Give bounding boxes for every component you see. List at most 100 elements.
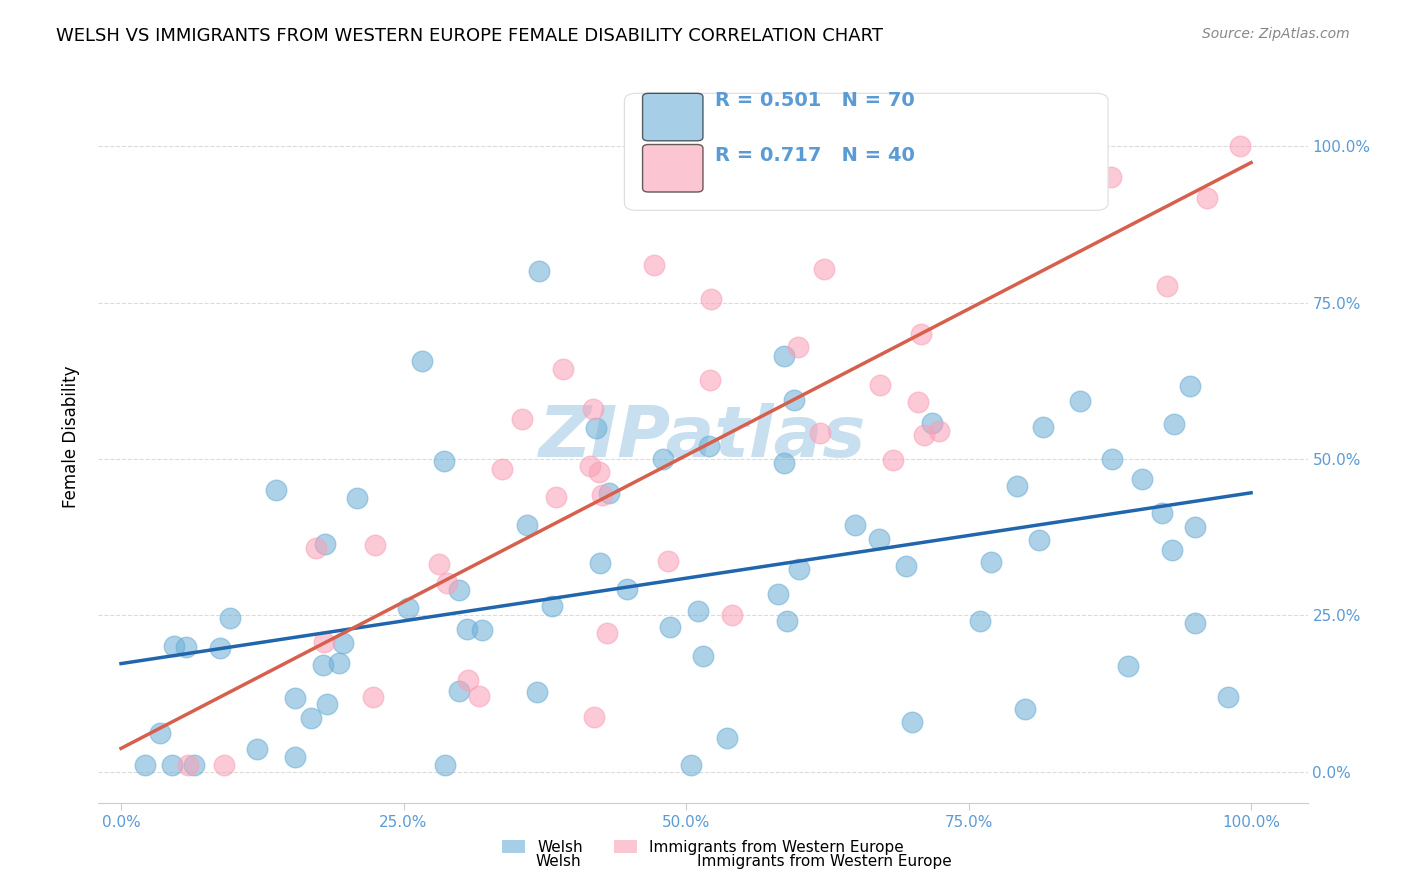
- Immigrants from Western Europe: [813, 262, 835, 277]
- Immigrants from Western Europe: [1099, 170, 1122, 185]
- Text: WELSH VS IMMIGRANTS FROM WESTERN EUROPE FEMALE DISABILITY CORRELATION CHART: WELSH VS IMMIGRANTS FROM WESTERN EUROPE …: [56, 27, 883, 45]
- Immigrants from Western Europe: [657, 554, 679, 568]
- Welsh: [149, 726, 172, 740]
- Welsh: [1161, 542, 1184, 557]
- Immigrants from Western Europe: [305, 541, 328, 556]
- Immigrants from Western Europe: [177, 758, 200, 772]
- Immigrants from Western Europe: [512, 411, 534, 425]
- Welsh: [697, 440, 720, 454]
- Welsh: [616, 582, 638, 596]
- Text: Immigrants from Western Europe: Immigrants from Western Europe: [696, 854, 952, 869]
- Immigrants from Western Europe: [427, 558, 450, 572]
- Immigrants from Western Europe: [912, 428, 935, 442]
- Welsh: [328, 656, 350, 670]
- Welsh: [585, 420, 607, 434]
- Welsh: [1180, 379, 1202, 393]
- Immigrants from Western Europe: [721, 607, 744, 622]
- Welsh: [314, 537, 336, 551]
- Welsh: [1014, 702, 1036, 716]
- Immigrants from Western Europe: [808, 426, 831, 441]
- Immigrants from Western Europe: [928, 424, 950, 438]
- Welsh: [1184, 520, 1206, 534]
- Welsh: [434, 758, 457, 772]
- Welsh: [284, 750, 307, 764]
- Immigrants from Western Europe: [882, 453, 904, 467]
- Welsh: [1184, 616, 1206, 631]
- Welsh: [652, 452, 675, 467]
- Welsh: [969, 614, 991, 628]
- Welsh: [299, 711, 322, 725]
- Welsh: [1163, 417, 1185, 431]
- Welsh: [209, 641, 232, 656]
- Legend: Welsh, Immigrants from Western Europe: Welsh, Immigrants from Western Europe: [496, 834, 910, 861]
- Welsh: [598, 486, 620, 500]
- Welsh: [162, 639, 184, 653]
- Welsh: [773, 456, 796, 470]
- Immigrants from Western Europe: [588, 465, 610, 479]
- Text: ZIPatlas: ZIPatlas: [540, 402, 866, 472]
- Text: Source: ZipAtlas.com: Source: ZipAtlas.com: [1202, 27, 1350, 41]
- Welsh: [1101, 452, 1123, 467]
- Immigrants from Western Europe: [596, 626, 619, 640]
- Welsh: [1218, 690, 1240, 704]
- Welsh: [332, 636, 354, 650]
- Welsh: [589, 556, 612, 570]
- Immigrants from Western Europe: [1229, 139, 1251, 153]
- Welsh: [1005, 479, 1028, 493]
- Welsh: [471, 623, 494, 637]
- Welsh: [772, 349, 794, 363]
- Welsh: [516, 518, 538, 533]
- Welsh: [921, 417, 943, 431]
- FancyBboxPatch shape: [624, 94, 1108, 211]
- Welsh: [1032, 419, 1054, 434]
- Welsh: [447, 583, 470, 598]
- Welsh: [284, 690, 307, 705]
- Welsh: [681, 758, 703, 772]
- Welsh: [266, 483, 288, 498]
- Welsh: [868, 532, 890, 546]
- Welsh: [176, 640, 198, 654]
- Immigrants from Western Europe: [582, 710, 605, 724]
- Welsh: [1069, 394, 1091, 409]
- Immigrants from Western Europe: [361, 690, 384, 705]
- Immigrants from Western Europe: [436, 575, 458, 590]
- Welsh: [787, 562, 810, 576]
- Immigrants from Western Europe: [699, 373, 721, 387]
- Immigrants from Western Europe: [699, 292, 721, 306]
- Welsh: [449, 683, 471, 698]
- Welsh: [692, 649, 714, 664]
- Immigrants from Western Europe: [910, 327, 932, 342]
- Welsh: [716, 731, 738, 746]
- Immigrants from Western Europe: [869, 377, 891, 392]
- Welsh: [1130, 472, 1153, 486]
- Welsh: [433, 454, 456, 468]
- Immigrants from Western Europe: [907, 395, 929, 409]
- Welsh: [901, 714, 924, 729]
- Welsh: [776, 615, 799, 629]
- Welsh: [246, 742, 269, 756]
- Welsh: [1116, 659, 1139, 673]
- Text: Welsh: Welsh: [536, 854, 581, 869]
- Text: R = 0.717   N = 40: R = 0.717 N = 40: [716, 146, 915, 165]
- Welsh: [980, 555, 1002, 569]
- Immigrants from Western Europe: [544, 490, 567, 504]
- Immigrants from Western Europe: [468, 689, 491, 703]
- FancyBboxPatch shape: [643, 145, 703, 192]
- Immigrants from Western Europe: [1050, 190, 1073, 204]
- Welsh: [315, 697, 337, 711]
- Welsh: [894, 558, 917, 573]
- Welsh: [526, 685, 548, 699]
- Welsh: [160, 758, 183, 772]
- Immigrants from Western Europe: [551, 362, 574, 376]
- Immigrants from Western Europe: [918, 144, 941, 158]
- Welsh: [766, 587, 789, 601]
- Y-axis label: Female Disability: Female Disability: [62, 366, 80, 508]
- Welsh: [686, 604, 709, 618]
- Immigrants from Western Europe: [1156, 279, 1178, 293]
- Welsh: [844, 518, 866, 533]
- Immigrants from Western Europe: [591, 488, 613, 502]
- Welsh: [219, 610, 242, 624]
- Text: R = 0.501   N = 70: R = 0.501 N = 70: [716, 91, 915, 110]
- Welsh: [346, 491, 368, 506]
- Immigrants from Western Europe: [212, 758, 235, 772]
